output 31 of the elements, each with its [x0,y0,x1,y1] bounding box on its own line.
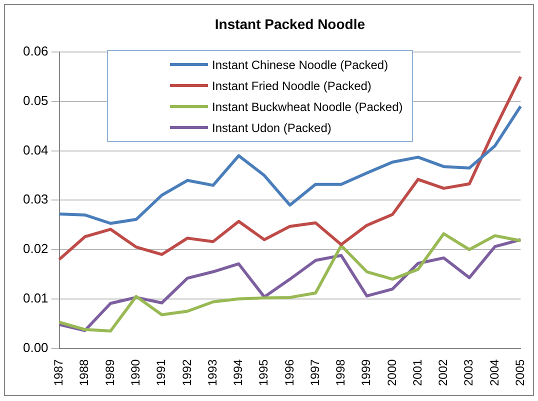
x-tick-label: 1993 [205,358,220,386]
x-tick-label: 1994 [231,358,246,386]
x-tick-label: 1995 [256,358,271,386]
y-tick-label: 0.04 [22,142,48,158]
x-tick-label: 2000 [384,358,399,386]
x-tick-label: 1991 [154,358,168,386]
x-tick-label: 2003 [462,358,476,386]
x-tick-label: 1990 [128,358,142,386]
x-tick-label: 1996 [282,358,296,386]
x-tick-label: 2001 [410,358,424,386]
x-tick-label: 1999 [359,358,374,386]
y-tick-label: 0.06 [22,44,48,59]
x-tick-label: 1988 [77,358,92,386]
legend-label: Instant Fried Noodle (Packed) [212,78,372,92]
y-tick-label: 0.02 [22,241,48,256]
legend-label: Instant Udon (Packed) [212,120,332,134]
y-tick-label: 0.03 [22,192,48,207]
y-tick-label: 0.05 [22,92,48,108]
y-tick-label: 0.00 [22,340,48,355]
x-tick-label: 1989 [102,358,117,386]
x-tick-label: 1987 [52,358,66,386]
x-tick-label: 2004 [487,358,502,386]
legend-label: Instant Buckwheat Noodle (Packed) [212,100,403,114]
x-tick-label: 1997 [308,358,322,386]
x-tick-label: 1998 [334,358,348,386]
legend-label: Instant Chinese Noodle (Packed) [212,58,388,72]
x-tick-label: 2002 [436,358,450,386]
y-tick-label: 0.01 [22,290,48,306]
x-tick-label: 1992 [180,358,194,386]
chart-title: Instant Packed Noodle [214,16,366,32]
x-tick-label: 2005 [512,358,527,386]
